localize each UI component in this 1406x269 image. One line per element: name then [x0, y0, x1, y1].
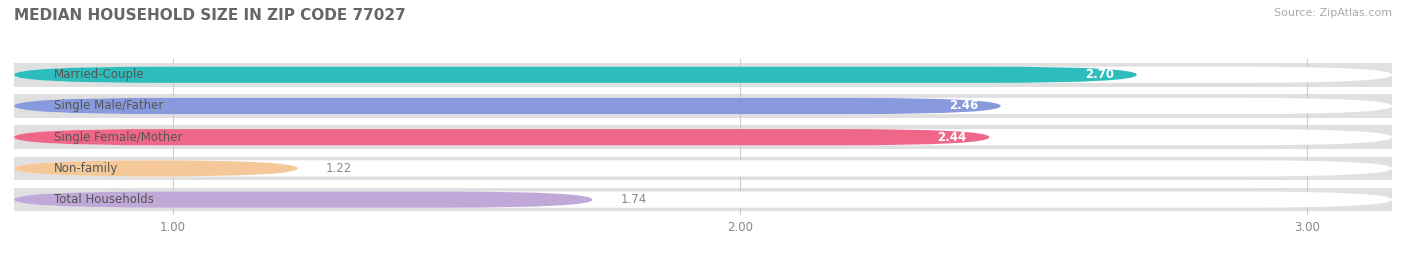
FancyBboxPatch shape [14, 192, 1392, 208]
Text: 1.74: 1.74 [621, 193, 647, 206]
Text: 1.22: 1.22 [326, 162, 352, 175]
Text: Single Male/Father: Single Male/Father [53, 100, 163, 112]
Text: 2.70: 2.70 [1085, 68, 1114, 81]
Text: Married-Couple: Married-Couple [53, 68, 145, 81]
FancyBboxPatch shape [14, 160, 298, 176]
FancyBboxPatch shape [14, 160, 1392, 176]
FancyBboxPatch shape [14, 67, 1392, 83]
Text: 2.44: 2.44 [938, 131, 967, 144]
Text: Total Households: Total Households [53, 193, 153, 206]
FancyBboxPatch shape [14, 98, 1001, 114]
FancyBboxPatch shape [14, 94, 1392, 118]
Text: Source: ZipAtlas.com: Source: ZipAtlas.com [1274, 8, 1392, 18]
Text: 2.46: 2.46 [949, 100, 979, 112]
Text: Non-family: Non-family [53, 162, 118, 175]
Text: MEDIAN HOUSEHOLD SIZE IN ZIP CODE 77027: MEDIAN HOUSEHOLD SIZE IN ZIP CODE 77027 [14, 8, 406, 23]
FancyBboxPatch shape [14, 63, 1392, 87]
FancyBboxPatch shape [14, 98, 1392, 114]
FancyBboxPatch shape [14, 157, 1392, 180]
FancyBboxPatch shape [14, 67, 1137, 83]
Text: Single Female/Mother: Single Female/Mother [53, 131, 183, 144]
FancyBboxPatch shape [14, 188, 1392, 211]
FancyBboxPatch shape [14, 129, 990, 145]
FancyBboxPatch shape [14, 192, 592, 208]
FancyBboxPatch shape [14, 125, 1392, 149]
FancyBboxPatch shape [14, 129, 1392, 145]
